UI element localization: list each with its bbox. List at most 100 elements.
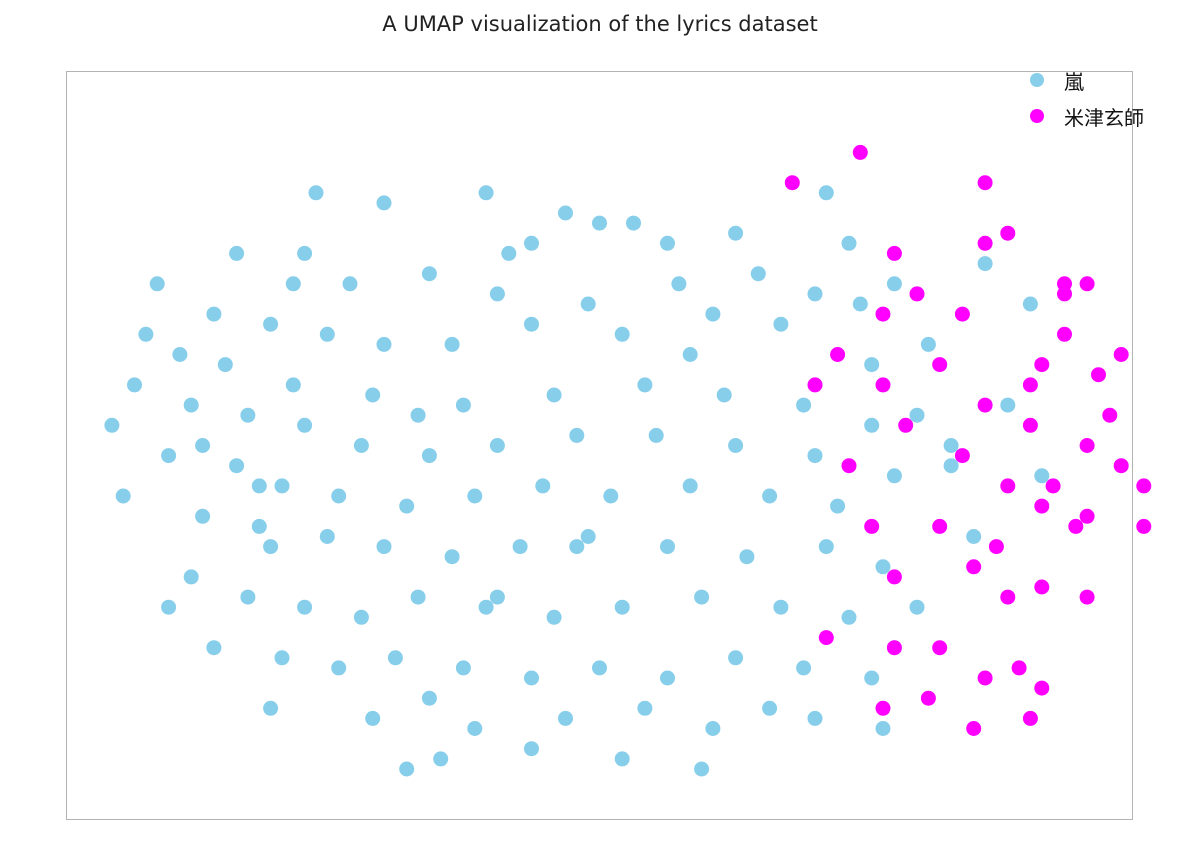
- point-series0-89: [909, 599, 925, 615]
- point-series0-44: [489, 438, 505, 453]
- point-series0-19: [444, 336, 460, 352]
- point-series0-74: [739, 549, 755, 565]
- point-series1-9: [1022, 377, 1038, 393]
- point-series0-10: [489, 286, 505, 302]
- point-series0-8: [342, 276, 358, 292]
- point-series1-35: [1079, 589, 1095, 605]
- point-series1-50: [1034, 357, 1050, 373]
- point-series0-36: [864, 357, 880, 373]
- point-series1-7: [954, 306, 970, 322]
- point-series0-45: [569, 427, 585, 443]
- point-series0-125: [682, 347, 698, 362]
- point-series1-16: [1022, 417, 1038, 433]
- point-series0-46: [648, 427, 664, 443]
- point-series0-63: [886, 468, 902, 484]
- point-series1-26: [932, 518, 948, 534]
- point-series0-30: [365, 387, 381, 403]
- point-series0-109: [399, 761, 415, 777]
- point-series1-44: [966, 721, 982, 736]
- point-series0-7: [285, 276, 301, 292]
- point-series1-46: [909, 286, 925, 302]
- point-series0-115: [1022, 296, 1038, 312]
- point-series0-121: [195, 438, 211, 453]
- chart-title: A UMAP visualization of the lyrics datas…: [382, 12, 818, 36]
- point-series0-135: [841, 235, 857, 251]
- point-series0-126: [263, 539, 279, 555]
- point-series1-34: [1034, 579, 1050, 595]
- point-series0-9: [421, 266, 437, 282]
- point-series1-48: [875, 306, 891, 322]
- point-series0-52: [161, 448, 177, 464]
- point-series1-13: [830, 347, 846, 362]
- point-series0-127: [421, 690, 437, 706]
- point-series0-53: [229, 458, 245, 474]
- point-series0-98: [728, 650, 744, 666]
- point-series0-60: [682, 478, 698, 494]
- point-series1-33: [1000, 589, 1016, 605]
- point-series0-61: [762, 488, 778, 504]
- point-series0-65: [115, 488, 131, 504]
- point-series0-58: [535, 478, 551, 494]
- point-series1-39: [977, 670, 993, 686]
- point-series0-56: [399, 498, 415, 514]
- point-series1-36: [818, 630, 834, 646]
- point-series1-31: [886, 569, 902, 585]
- point-series0-57: [467, 488, 483, 504]
- point-series1-17: [1079, 438, 1095, 453]
- point-series0-102: [365, 710, 381, 726]
- point-series0-100: [864, 670, 880, 686]
- point-series0-131: [728, 225, 744, 241]
- legend-label-arashi: 嵐: [1064, 69, 1084, 94]
- legend-marker-arashi: [1030, 73, 1044, 87]
- point-series0-81: [353, 609, 369, 625]
- point-series1-52: [1113, 347, 1129, 362]
- point-series1-51: [1057, 286, 1072, 302]
- point-series0-119: [524, 235, 539, 251]
- point-series0-47: [728, 438, 744, 453]
- point-series0-87: [773, 599, 789, 615]
- point-series0-132: [149, 276, 165, 292]
- point-series0-42: [353, 438, 369, 453]
- point-series1-29: [1079, 508, 1095, 524]
- point-series0-118: [818, 185, 834, 201]
- point-series0-59: [603, 488, 619, 504]
- point-series1-6: [1079, 276, 1095, 292]
- point-series1-0: [784, 175, 800, 191]
- point-series0-4: [626, 215, 641, 231]
- points-layer: [104, 144, 1152, 777]
- point-series0-24: [852, 296, 868, 312]
- point-series1-38: [932, 640, 948, 656]
- point-series0-133: [297, 245, 313, 261]
- point-series0-123: [762, 700, 778, 716]
- point-series0-28: [217, 357, 233, 373]
- point-series0-38: [127, 377, 142, 393]
- point-series0-50: [909, 407, 925, 423]
- point-series0-75: [818, 539, 834, 555]
- point-series0-108: [875, 721, 891, 736]
- point-series0-54: [274, 478, 290, 494]
- point-series0-93: [387, 650, 403, 666]
- legend: 嵐 米津玄師: [1030, 62, 1144, 134]
- point-series0-16: [263, 316, 279, 332]
- point-series0-49: [864, 417, 880, 433]
- point-series1-49: [977, 175, 993, 191]
- point-series0-78: [183, 569, 199, 585]
- point-series0-14: [807, 286, 823, 302]
- point-series1-45: [1022, 710, 1038, 726]
- point-series0-6: [229, 245, 245, 261]
- point-series1-37: [886, 640, 902, 656]
- point-series0-97: [660, 670, 675, 686]
- point-series0-136: [251, 478, 267, 494]
- legend-marker-yonezu: [1030, 109, 1044, 123]
- point-series0-5: [660, 235, 675, 251]
- point-series0-88: [841, 609, 857, 625]
- point-series1-25: [864, 518, 880, 534]
- point-series0-67: [251, 518, 267, 534]
- point-series0-29: [285, 377, 301, 393]
- point-series1-19: [875, 377, 891, 393]
- point-series1-11: [1057, 326, 1072, 342]
- point-series0-34: [716, 387, 732, 403]
- point-series0-111: [524, 741, 539, 757]
- point-series1-12: [1102, 407, 1118, 423]
